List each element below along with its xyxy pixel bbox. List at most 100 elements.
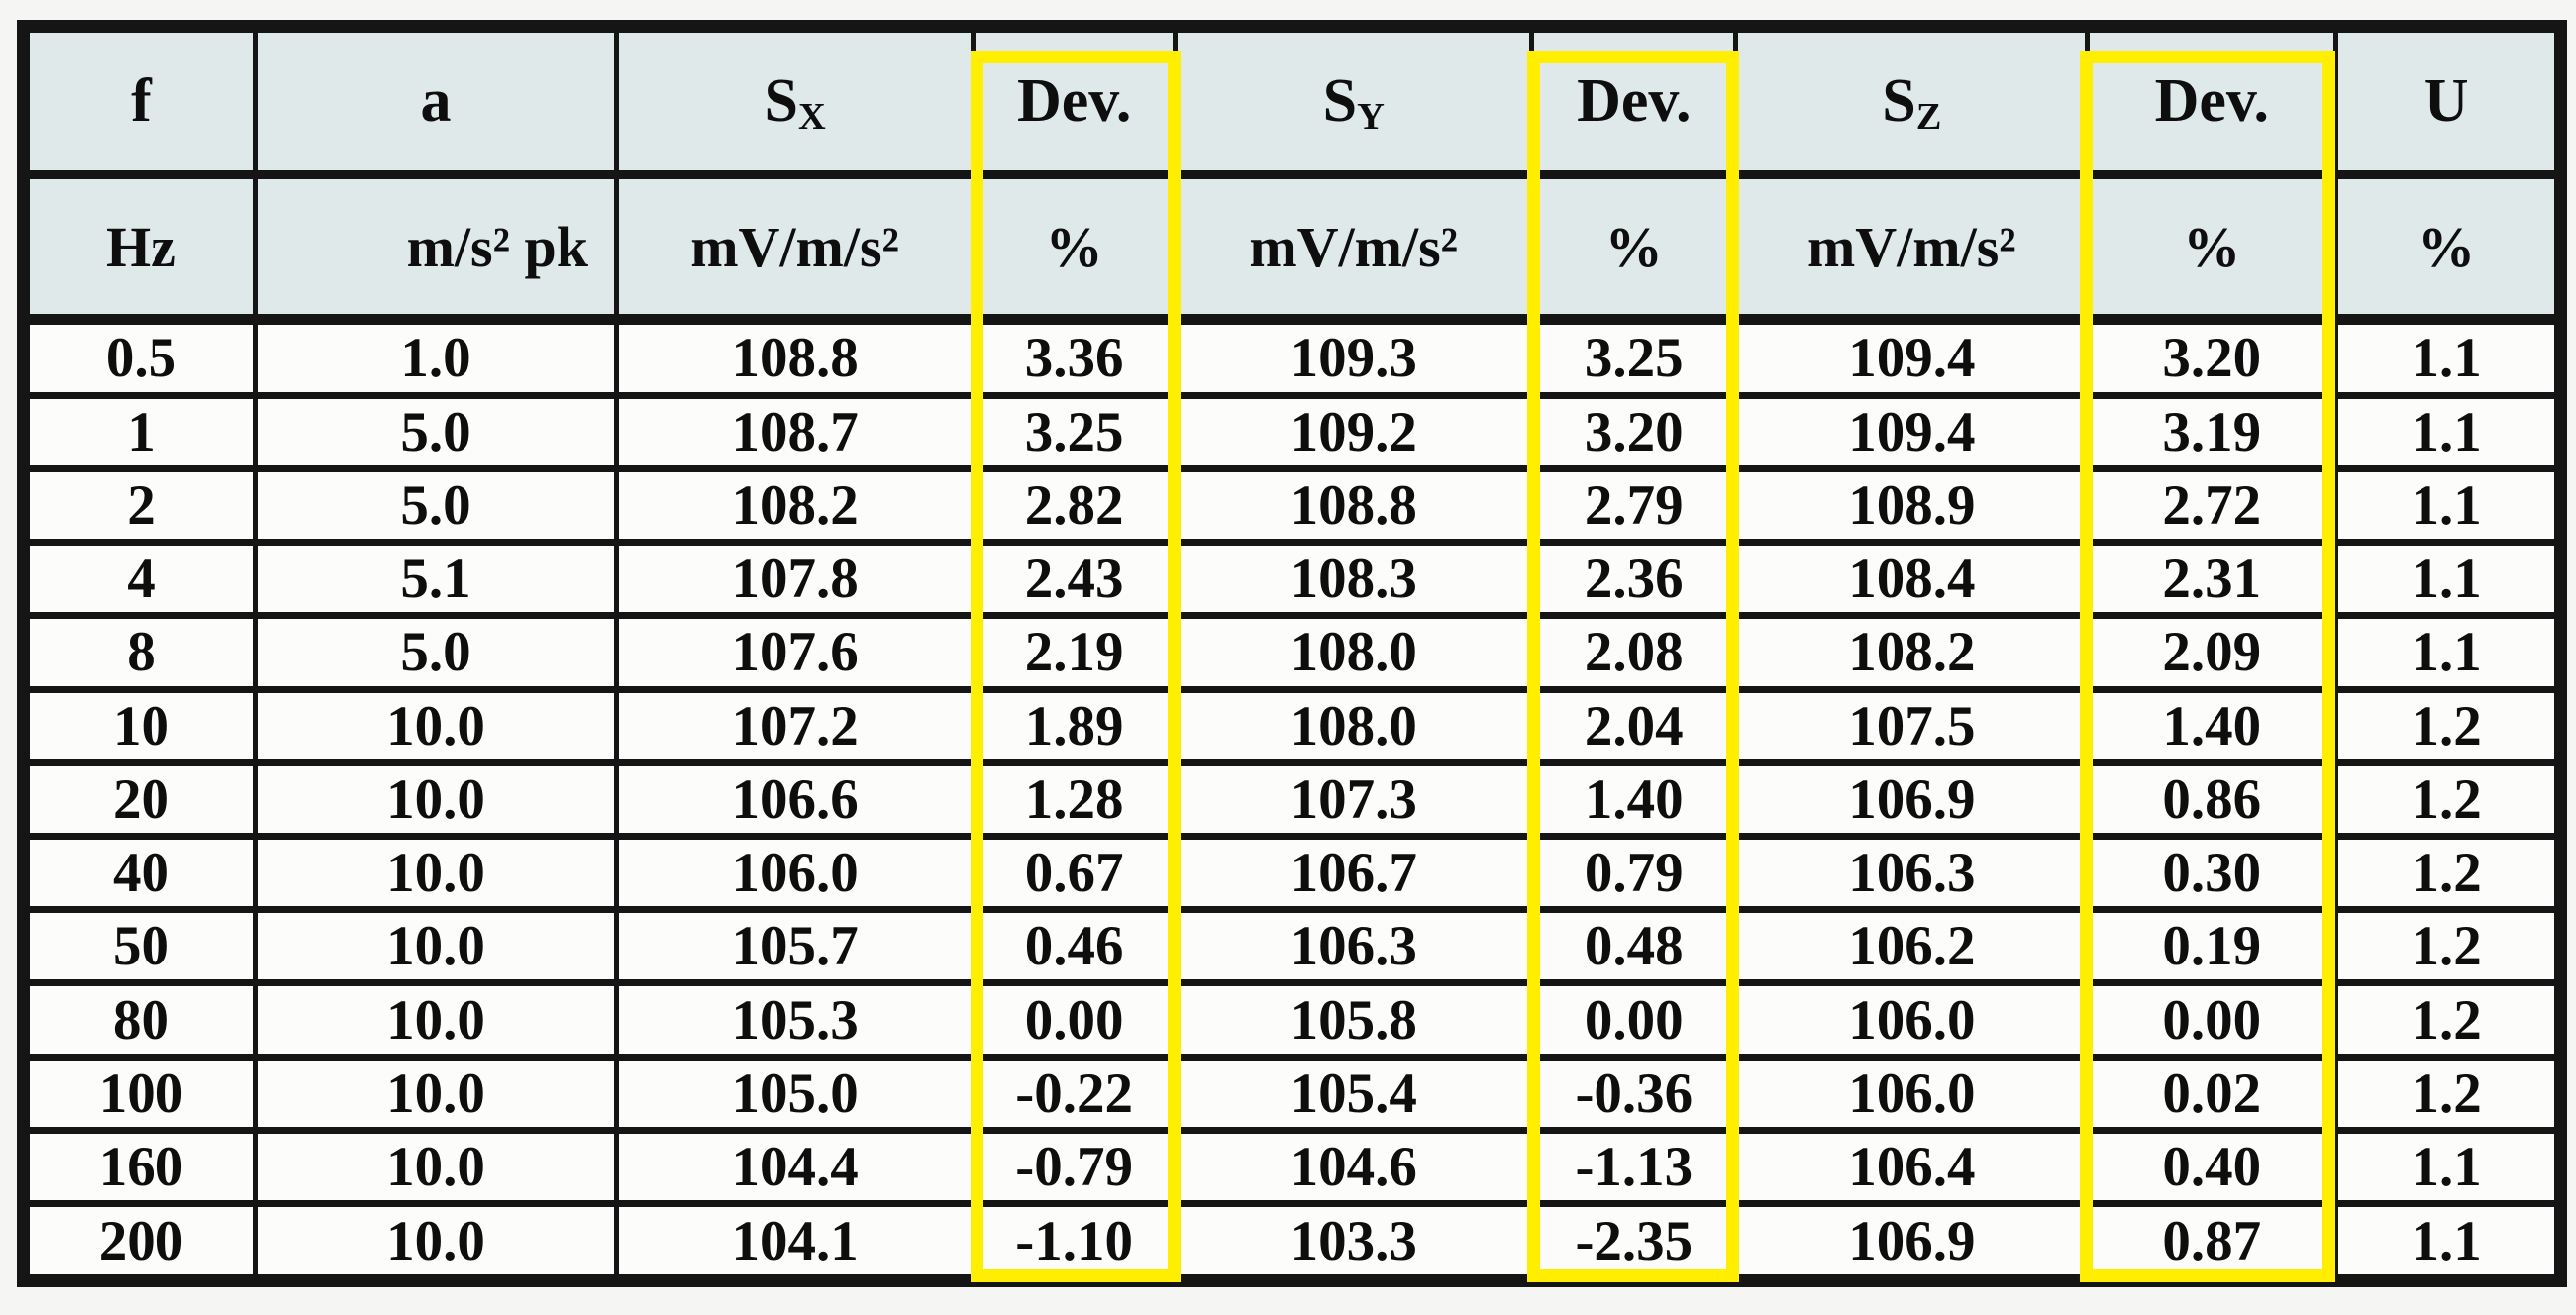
table-row: 50 10.0 105.7 0.46 106.3 0.48 106.2 0.19 1.2 [21, 906, 2563, 987]
cell-a: 10.0 [252, 1200, 619, 1284]
table-body: 0.5 1.0 108.8 3.36 109.3 3.25 109.4 3.20 1.1 1 5.0… [21, 316, 2563, 1284]
cell-u: 1.1 [2333, 612, 2563, 693]
cell-sx: 107.8 [613, 539, 977, 620]
cell-dev-z: 0.19 [2085, 906, 2339, 987]
cell-sy: 108.3 [1173, 539, 1535, 620]
cell-f: 100 [21, 1053, 258, 1134]
col-header-dev-x: Dev. [971, 23, 1179, 179]
cell-dev-y: 2.08 [1529, 612, 1739, 693]
cell-u: 1.2 [2333, 979, 2563, 1061]
cell-dev-x: -1.10 [971, 1200, 1179, 1284]
cell-f: 160 [21, 1126, 258, 1208]
table-row: 10 10.0 107.2 1.89 108.0 2.04 107.5 1.40 1.2 [21, 685, 2563, 766]
col-header-sy: SY [1173, 23, 1535, 179]
cell-u: 1.1 [2333, 539, 2563, 620]
table-row: 200 10.0 104.1 -1.10 103.3 -2.35 106.9 0.87 1.1 [21, 1200, 2563, 1284]
cell-sy: 108.8 [1173, 464, 1535, 547]
cell-sy: 108.0 [1173, 685, 1535, 766]
table-row: 40 10.0 106.0 0.67 106.7 0.79 106.3 0.30 1.2 [21, 832, 2563, 914]
cell-f: 1 [21, 391, 258, 472]
sensitivity-table: f a SX Dev. SY Dev. SZ Dev. U Hz m/s² pk… [17, 20, 2567, 1287]
table-row: 100 10.0 105.0 -0.22 105.4 -0.36 106.0 0.02 1.2 [21, 1053, 2563, 1134]
cell-sy: 103.3 [1173, 1200, 1535, 1284]
cell-dev-y: 0.48 [1529, 906, 1739, 987]
cell-dev-x: 0.00 [971, 979, 1179, 1061]
cell-sx: 105.0 [613, 1053, 977, 1134]
table-row: 8 5.0 107.6 2.19 108.0 2.08 108.2 2.09 1.1 [21, 612, 2563, 693]
cell-dev-y: -1.13 [1529, 1126, 1739, 1208]
cell-f: 200 [21, 1200, 258, 1284]
cell-dev-x: 3.25 [971, 391, 1179, 472]
table-row: 4 5.1 107.8 2.43 108.3 2.36 108.4 2.31 1.1 [21, 539, 2563, 620]
cell-sz: 106.0 [1733, 1053, 2091, 1134]
cell-sz: 109.4 [1733, 391, 2091, 472]
cell-sy: 107.3 [1173, 759, 1535, 840]
cell-a: 10.0 [252, 832, 619, 914]
cell-dev-y: 3.20 [1529, 391, 1739, 472]
cell-dev-z: 0.40 [2085, 1126, 2339, 1208]
cell-sy: 109.2 [1173, 391, 1535, 472]
col-header-u: U [2333, 23, 2563, 179]
cell-sz: 108.9 [1733, 464, 2091, 547]
cell-sx: 104.4 [613, 1126, 977, 1208]
table-row: 2 5.0 108.2 2.82 108.8 2.79 108.9 2.72 1.1 [21, 464, 2563, 547]
cell-sy: 109.3 [1173, 316, 1535, 399]
sensitivity-table-container: f a SX Dev. SY Dev. SZ Dev. U Hz m/s² pk… [17, 20, 2567, 1287]
col-header-a: a [252, 23, 619, 179]
cell-u: 1.1 [2333, 464, 2563, 547]
unit-header-sy: mV/m/s² [1173, 171, 1535, 325]
cell-sx: 104.1 [613, 1200, 977, 1284]
table-header: f a SX Dev. SY Dev. SZ Dev. U Hz m/s² pk… [21, 23, 2563, 325]
col-header-f: f [21, 23, 258, 179]
cell-u: 1.2 [2333, 832, 2563, 914]
unit-header-sz: mV/m/s² [1733, 171, 2091, 325]
cell-a: 10.0 [252, 1053, 619, 1134]
cell-dev-z: 3.19 [2085, 391, 2339, 472]
cell-sy: 104.6 [1173, 1126, 1535, 1208]
cell-dev-y: 2.79 [1529, 464, 1739, 547]
cell-dev-x: 0.67 [971, 832, 1179, 914]
table-row: 80 10.0 105.3 0.00 105.8 0.00 106.0 0.00 1.2 [21, 979, 2563, 1061]
cell-a: 10.0 [252, 1126, 619, 1208]
cell-sx: 106.0 [613, 832, 977, 914]
cell-f: 2 [21, 464, 258, 547]
col-header-dev-y: Dev. [1529, 23, 1739, 179]
cell-dev-x: 3.36 [971, 316, 1179, 399]
cell-dev-x: -0.22 [971, 1053, 1179, 1134]
cell-sy: 106.3 [1173, 906, 1535, 987]
cell-u: 1.1 [2333, 316, 2563, 399]
cell-dev-y: 1.40 [1529, 759, 1739, 840]
cell-f: 0.5 [21, 316, 258, 399]
unit-header-dev-z: % [2085, 171, 2339, 325]
cell-f: 50 [21, 906, 258, 987]
unit-header-sx: mV/m/s² [613, 171, 977, 325]
cell-sy: 108.0 [1173, 612, 1535, 693]
cell-f: 20 [21, 759, 258, 840]
unit-header-f: Hz [21, 171, 258, 325]
cell-dev-x: 2.82 [971, 464, 1179, 547]
cell-dev-y: 0.79 [1529, 832, 1739, 914]
cell-sx: 107.6 [613, 612, 977, 693]
cell-sx: 108.2 [613, 464, 977, 547]
cell-sz: 108.4 [1733, 539, 2091, 620]
cell-u: 1.1 [2333, 1200, 2563, 1284]
cell-dev-z: 1.40 [2085, 685, 2339, 766]
cell-dev-z: 0.02 [2085, 1053, 2339, 1134]
cell-sz: 106.2 [1733, 906, 2091, 987]
cell-dev-x: -0.79 [971, 1126, 1179, 1208]
cell-sx: 108.8 [613, 316, 977, 399]
cell-dev-z: 0.87 [2085, 1200, 2339, 1284]
cell-u: 1.1 [2333, 391, 2563, 472]
cell-sz: 107.5 [1733, 685, 2091, 766]
unit-header-a: m/s² pk [252, 171, 619, 325]
unit-header-dev-x: % [971, 171, 1179, 325]
cell-a: 5.0 [252, 391, 619, 472]
cell-sz: 106.4 [1733, 1126, 2091, 1208]
cell-dev-z: 0.30 [2085, 832, 2339, 914]
cell-u: 1.1 [2333, 1126, 2563, 1208]
cell-sx: 107.2 [613, 685, 977, 766]
cell-dev-x: 1.89 [971, 685, 1179, 766]
header-unit-row: Hz m/s² pk mV/m/s² % mV/m/s² % mV/m/s² %… [21, 171, 2563, 325]
cell-a: 10.0 [252, 906, 619, 987]
